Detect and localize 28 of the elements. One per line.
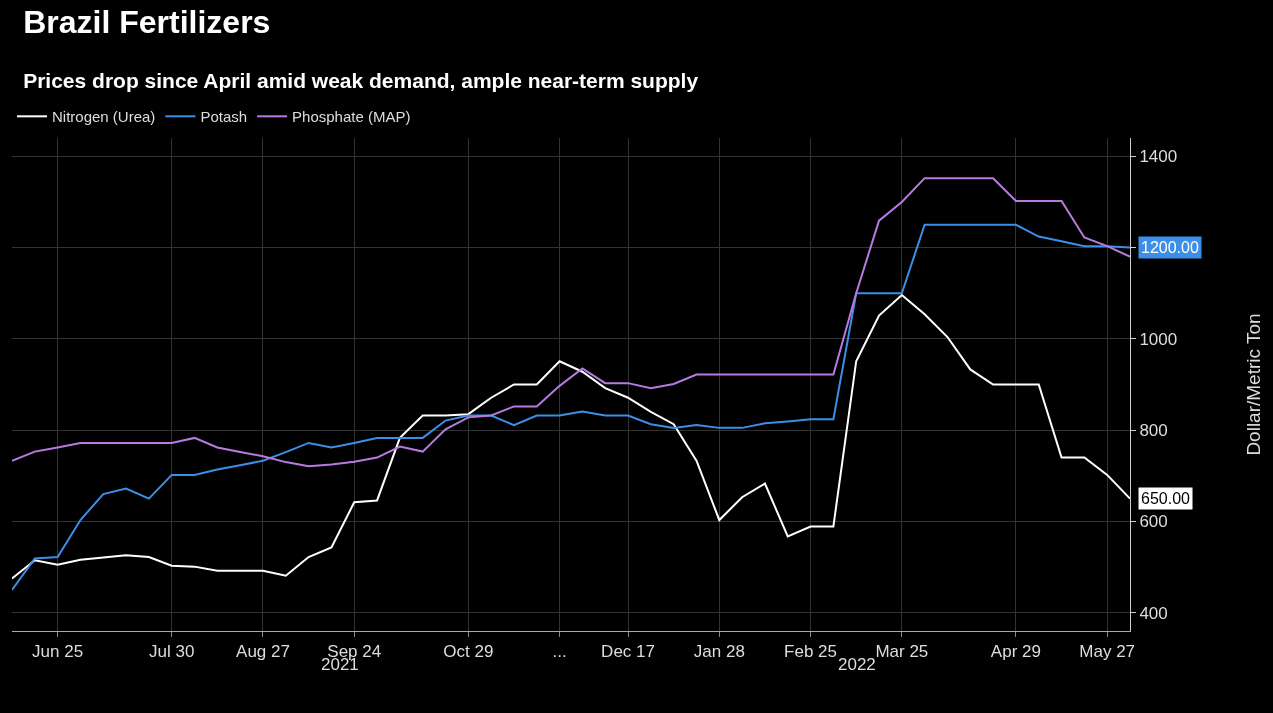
y-axis-title: Dollar/Metric Ton <box>1243 313 1265 456</box>
line-series <box>12 294 1130 580</box>
text: 2022 <box>838 655 876 674</box>
chart-title: Brazil Fertilizers <box>23 4 271 41</box>
x-tick-label: Aug 27 <box>236 642 290 662</box>
x-tick-label: May 27 <box>1079 642 1136 662</box>
x-tick-label: Apr 29 <box>990 642 1041 662</box>
line-series <box>12 223 1130 591</box>
y-tick-label: 600 <box>1139 512 1168 532</box>
line-series <box>12 177 1130 468</box>
x-tick-label: Feb 25 <box>784 642 838 662</box>
y-tick-label: 1000 <box>1139 329 1178 349</box>
data-label: 1200.00 <box>1141 239 1199 256</box>
data-label: 650.00 <box>1141 490 1191 507</box>
legend-label: Nitrogen (Urea) <box>52 108 156 126</box>
x-tick-label: Jan 28 <box>693 642 745 662</box>
y-tick-label: 800 <box>1139 421 1168 441</box>
x-tick-label: Dec 17 <box>601 642 655 662</box>
y-tick-label: 1400 <box>1139 147 1178 167</box>
legend-label: Potash <box>200 108 248 126</box>
legend-label: Phosphate (MAP) <box>292 108 411 126</box>
y-tick-label: 400 <box>1139 603 1168 623</box>
x-tick-label: Jul 30 <box>149 642 195 662</box>
x-tick-label: ... <box>552 642 567 662</box>
x-tick-label: Jun 25 <box>32 642 84 662</box>
x-tick-label: Mar 25 <box>875 642 929 662</box>
x-tick-label: Oct 29 <box>443 642 494 662</box>
chart-subtitle: Prices drop since April amid weak demand, ample near-term supply <box>23 69 699 93</box>
